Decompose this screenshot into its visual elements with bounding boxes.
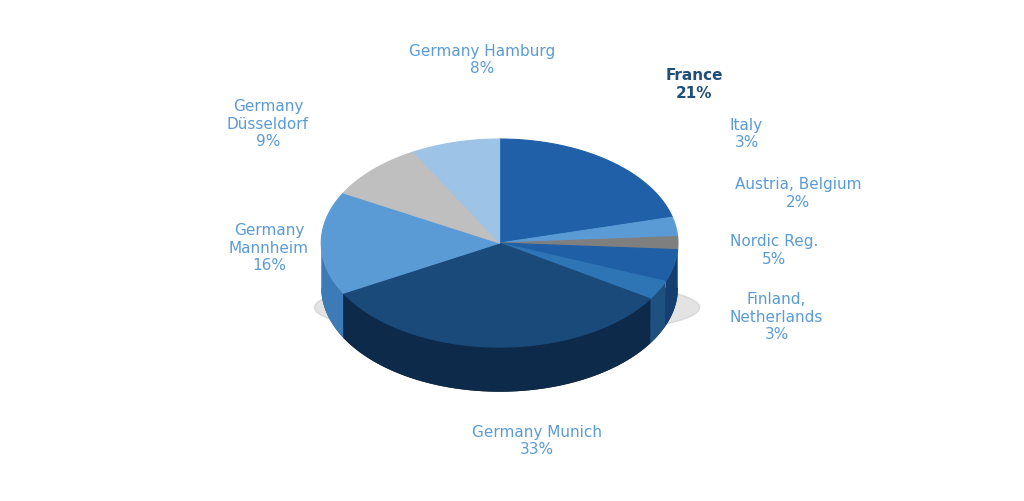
Polygon shape [343, 152, 500, 243]
Polygon shape [322, 243, 343, 338]
Polygon shape [322, 193, 500, 293]
Polygon shape [414, 139, 500, 243]
Text: Nordic Reg.
5%: Nordic Reg. 5% [730, 234, 818, 267]
Polygon shape [650, 282, 666, 343]
Polygon shape [500, 243, 678, 282]
Polygon shape [343, 288, 650, 392]
Polygon shape [322, 288, 500, 338]
Polygon shape [500, 139, 673, 243]
Polygon shape [343, 293, 650, 392]
Polygon shape [666, 249, 678, 326]
Polygon shape [500, 288, 678, 294]
Text: Germany
Mannheim
16%: Germany Mannheim 16% [229, 223, 309, 273]
Polygon shape [500, 243, 666, 299]
Polygon shape [343, 243, 650, 347]
Text: Germany
Düsseldorf
9%: Germany Düsseldorf 9% [227, 99, 309, 149]
Polygon shape [500, 217, 678, 243]
Polygon shape [500, 288, 678, 326]
Polygon shape [500, 236, 678, 249]
Polygon shape [500, 288, 666, 343]
Text: Italy
3%: Italy 3% [730, 118, 763, 150]
Text: Germany Hamburg
8%: Germany Hamburg 8% [410, 44, 555, 76]
Text: Germany Munich
33%: Germany Munich 33% [472, 425, 602, 457]
Text: Austria, Belgium
2%: Austria, Belgium 2% [735, 177, 861, 210]
Polygon shape [314, 279, 699, 337]
Text: France
21%: France 21% [666, 68, 723, 101]
Text: Finland,
Netherlands
3%: Finland, Netherlands 3% [730, 293, 823, 342]
